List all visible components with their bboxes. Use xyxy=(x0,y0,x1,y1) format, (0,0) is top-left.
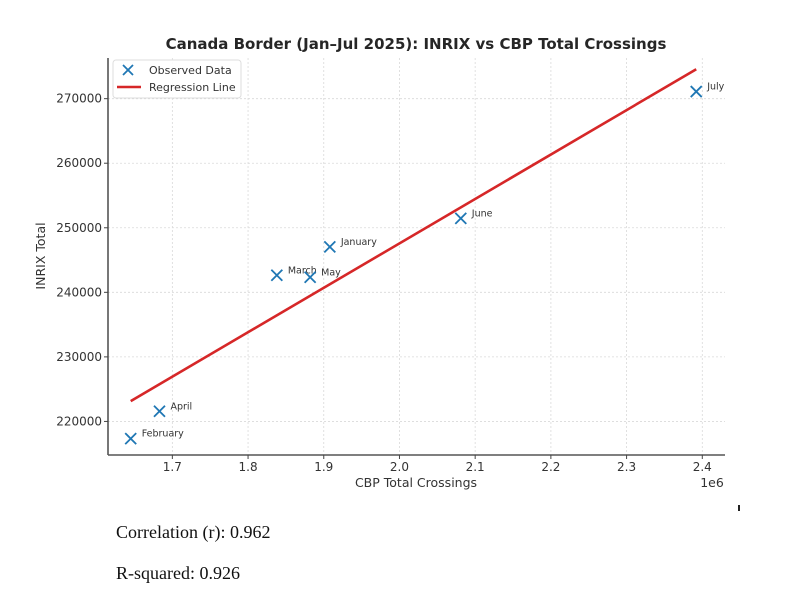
point-label: June xyxy=(471,208,493,219)
x-marker-stroke xyxy=(323,240,336,254)
point-label: April xyxy=(170,401,192,412)
legend-label-regression: Regression Line xyxy=(149,81,236,94)
point-label: January xyxy=(340,237,377,248)
data-point-may: May xyxy=(303,267,341,284)
r-squared-text: R-squared: 0.926 xyxy=(116,563,240,583)
x-marker-stroke xyxy=(303,271,317,284)
x-tick-label: 1.8 xyxy=(239,460,258,474)
x-tick-label: 2.2 xyxy=(541,460,560,474)
data-point-february: February xyxy=(124,429,184,445)
x-marker-stroke xyxy=(153,405,166,418)
y-tick-label: 220000 xyxy=(56,414,102,428)
point-label: February xyxy=(142,429,184,440)
x-tick-label: 2.3 xyxy=(617,460,636,474)
legend-label-observed: Observed Data xyxy=(149,64,232,77)
legend: Observed Data Regression Line xyxy=(112,59,242,99)
x-tick-label: 2.1 xyxy=(466,460,485,474)
data-point-january: January xyxy=(323,237,377,254)
x-marker-stroke xyxy=(690,85,703,98)
edge-mark xyxy=(738,505,740,511)
legend-x-marker-icon xyxy=(122,64,134,76)
y-tick-label: 230000 xyxy=(56,350,102,364)
ticks: 1.7 1.8 1.9 2.0 2.1 2.2 2.3 2.4 220000 230000 2400… xyxy=(56,92,712,474)
point-label: May xyxy=(321,267,341,278)
x-marker-stroke xyxy=(270,269,283,282)
regression-line xyxy=(130,68,697,403)
grid xyxy=(108,58,725,455)
x-marker-stroke xyxy=(124,432,137,445)
y-axis-label: INRIX Total xyxy=(33,222,48,289)
legend-box xyxy=(112,59,242,99)
y-tick-label: 260000 xyxy=(56,156,102,170)
point-label: March xyxy=(288,265,317,276)
x-tick-label: 1.9 xyxy=(314,460,333,474)
y-tick-label: 270000 xyxy=(56,92,102,106)
axes xyxy=(107,58,725,456)
data-point-july: July xyxy=(690,82,725,98)
y-tick-label: 240000 xyxy=(56,285,102,299)
x-axis-offset-label: 1e6 xyxy=(700,475,724,490)
x-tick-label: 1.7 xyxy=(163,460,182,474)
chart-title: Canada Border (Jan–Jul 2025): INRIX vs C… xyxy=(166,35,667,53)
x-axis-label: CBP Total Crossings xyxy=(355,475,477,490)
points-layer: January February March April May June July xyxy=(124,82,725,445)
correlation-text: Correlation (r): 0.962 xyxy=(116,522,271,542)
regression-layer xyxy=(130,68,697,403)
data-point-april: April xyxy=(153,401,192,418)
point-label: July xyxy=(706,82,724,93)
x-tick-label: 2.4 xyxy=(693,460,712,474)
x-tick-label: 2.0 xyxy=(390,460,409,474)
x-marker-stroke xyxy=(454,212,467,225)
data-point-march: March xyxy=(270,265,317,282)
data-point-june: June xyxy=(454,208,493,225)
y-tick-label: 250000 xyxy=(56,221,102,235)
